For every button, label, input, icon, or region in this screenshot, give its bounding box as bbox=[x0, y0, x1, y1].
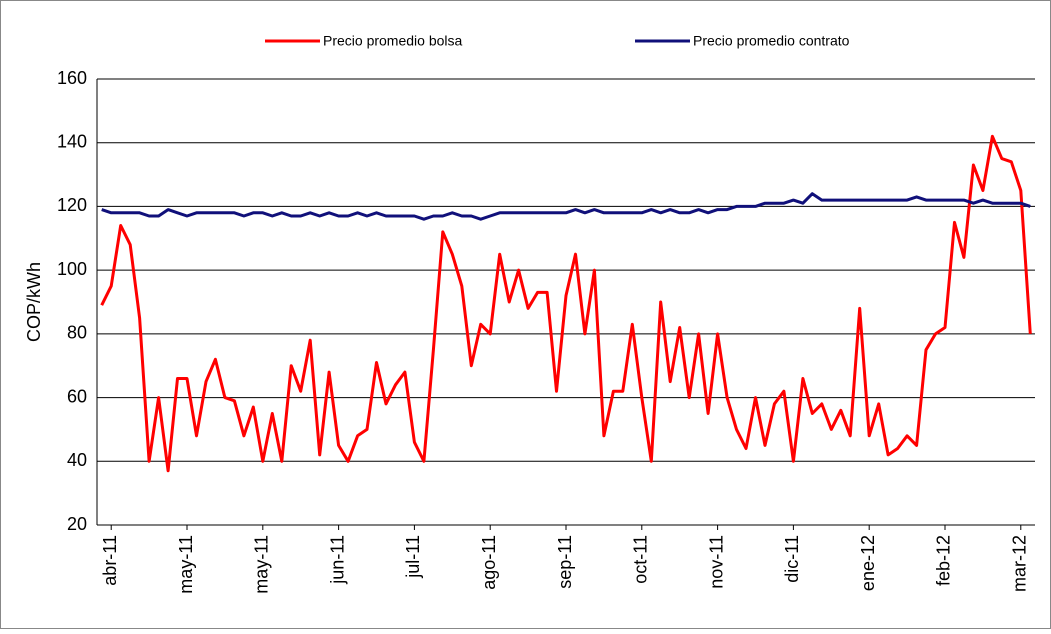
y-tick-label: 80 bbox=[67, 323, 87, 343]
y-tick-label: 100 bbox=[57, 259, 87, 279]
x-tick-label: may-11 bbox=[176, 535, 196, 594]
x-tick-label: mar-12 bbox=[1010, 535, 1030, 592]
x-tick-label: may-11 bbox=[252, 535, 272, 594]
x-tick-label: nov-11 bbox=[706, 535, 726, 589]
x-tick-label: abr-11 bbox=[100, 535, 120, 586]
y-axis-label: COP/kWh bbox=[24, 262, 44, 342]
x-tick-label: ago-11 bbox=[479, 535, 499, 590]
y-tick-label: 40 bbox=[67, 450, 87, 470]
x-tick-label: jul-11 bbox=[403, 535, 423, 579]
x-tick-label: ene-12 bbox=[858, 535, 878, 591]
x-tick-label: jun-11 bbox=[327, 535, 347, 585]
x-tick-label: dic-11 bbox=[782, 535, 802, 583]
y-tick-label: 160 bbox=[57, 68, 87, 88]
x-tick-label: oct-11 bbox=[631, 535, 651, 584]
y-tick-label: 20 bbox=[67, 514, 87, 534]
y-tick-label: 60 bbox=[67, 386, 87, 406]
line-series bbox=[100, 134, 1032, 473]
x-tick-label: feb-12 bbox=[934, 535, 954, 586]
legend-label: Precio promedio contrato bbox=[693, 33, 850, 49]
x-tick-label: sep-11 bbox=[555, 535, 575, 589]
line-series bbox=[101, 192, 1031, 221]
legend-label: Precio promedio bolsa bbox=[323, 33, 463, 49]
y-tick-label: 140 bbox=[57, 131, 87, 151]
y-tick-label: 120 bbox=[57, 195, 87, 215]
